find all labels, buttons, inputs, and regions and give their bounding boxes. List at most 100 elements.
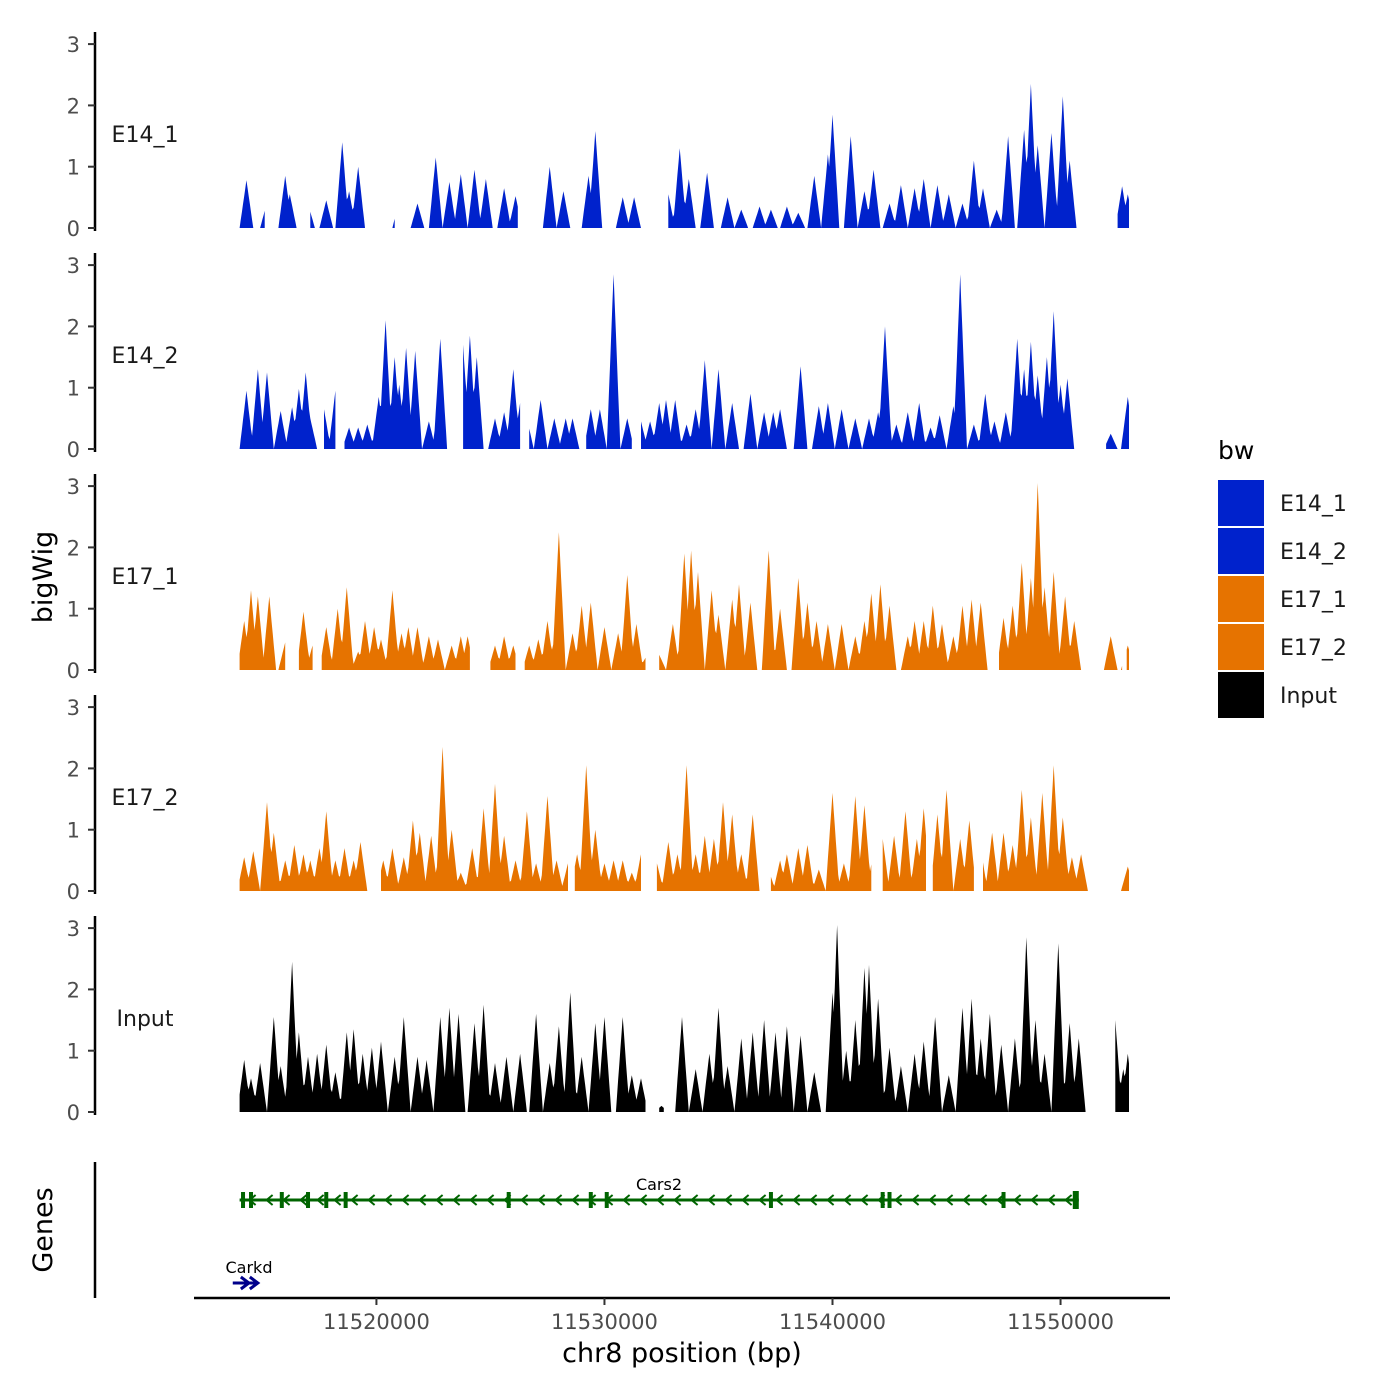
y-tick-label: 1 — [67, 156, 80, 180]
strand-arrow — [537, 1194, 546, 1206]
area-series-E17_2 — [239, 746, 1130, 891]
strand-arrow — [707, 1194, 716, 1206]
strand-arrow — [350, 1194, 359, 1206]
y-tick-label: 1 — [67, 819, 80, 843]
legend: bw E14_1 E14_2 E17_1 E17_2 Input — [1218, 436, 1347, 718]
y-tick-label: 1 — [67, 598, 80, 622]
track-label: Input — [117, 1007, 174, 1032]
tracks: 0 1 2 3 E14_1 0 1 2 3 E14_2 0 1 2 3 E17_1 0 1 2 3 E17_2 0 1 2 3… — [67, 32, 1130, 1125]
track-E14_1: 0 1 2 3 E14_1 — [67, 32, 1130, 241]
strand-arrow — [367, 1194, 376, 1206]
strand-arrow — [962, 1194, 971, 1206]
strand-arrow — [1064, 1194, 1073, 1206]
y-tick-label: 2 — [67, 315, 80, 339]
strand-arrow — [724, 1194, 733, 1206]
legend-label: E14_2 — [1280, 540, 1347, 565]
y-tick-label: 1 — [67, 377, 80, 401]
strand-arrow — [1013, 1194, 1022, 1206]
strand-arrow — [826, 1194, 835, 1206]
x-ticks: 11520000 11530000 11540000 11550000 — [323, 1298, 1114, 1334]
strand-arrow — [469, 1194, 478, 1206]
y-tick-label: 0 — [67, 438, 80, 462]
strand-arrow — [979, 1194, 988, 1206]
strand-arrow — [435, 1194, 444, 1206]
strand-arrow — [690, 1194, 699, 1206]
strand-arrow — [1047, 1194, 1056, 1206]
strand-arrow — [452, 1194, 461, 1206]
legend-label: E17_2 — [1280, 636, 1347, 661]
legend-swatch — [1218, 576, 1264, 622]
y-tick-label: 3 — [67, 475, 80, 499]
y-tick-label: 0 — [67, 217, 80, 241]
strand-arrow — [520, 1194, 529, 1206]
area-series-E14_2 — [239, 274, 1130, 449]
strand-arrow — [843, 1194, 852, 1206]
y-tick-label: 0 — [67, 659, 80, 683]
legend-swatch — [1218, 528, 1264, 574]
strand-arrow — [333, 1194, 342, 1206]
y-tick-label: 3 — [67, 254, 80, 278]
y-tick-label: 0 — [67, 880, 80, 904]
track-label: E17_1 — [112, 565, 179, 590]
strand-arrow — [554, 1194, 563, 1206]
exon — [880, 1192, 885, 1208]
legend-swatch — [1218, 624, 1264, 670]
track-E17_2: 0 1 2 3 E17_2 — [67, 695, 1130, 904]
track-label: E14_1 — [112, 123, 179, 148]
x-axis: 11520000 11530000 11540000 11550000 chr8 po… — [194, 1296, 1170, 1369]
strand-arrow — [486, 1194, 495, 1206]
strand-arrow — [758, 1194, 767, 1206]
gene-label: Cars2 — [636, 1175, 682, 1194]
legend-swatch — [1218, 672, 1264, 718]
strand-arrow — [316, 1194, 325, 1206]
legend-item: E14_2 — [1218, 528, 1347, 574]
y-tick-label: 3 — [67, 917, 80, 941]
y-tick-label: 2 — [67, 536, 80, 560]
exon — [324, 1192, 329, 1208]
area-series-E14_1 — [239, 83, 1130, 229]
legend-label: E14_1 — [1280, 492, 1347, 517]
exon — [768, 1192, 773, 1208]
strand-arrow — [673, 1194, 682, 1206]
x-tick-label: 11530000 — [551, 1310, 658, 1334]
legend-swatch — [1218, 480, 1264, 526]
legend-item: E17_1 — [1218, 576, 1347, 622]
track-E17_1: 0 1 2 3 E17_1 — [67, 474, 1130, 683]
legend-title: bw — [1218, 436, 1254, 465]
genes-axis-title: Genes — [28, 1187, 59, 1272]
strand-arrow — [894, 1194, 903, 1206]
y-tick-label: 3 — [67, 33, 80, 57]
y-tick-label: 2 — [67, 978, 80, 1002]
strand-arrow — [775, 1194, 784, 1206]
x-tick-label: 11540000 — [779, 1310, 886, 1334]
x-tick-label: 11520000 — [323, 1310, 430, 1334]
strand-arrow — [248, 1275, 261, 1291]
legend-label: E17_1 — [1280, 588, 1347, 613]
strand-arrow — [418, 1194, 427, 1206]
y-tick-label: 1 — [67, 1040, 80, 1064]
strand-arrow — [911, 1194, 920, 1206]
exon — [506, 1192, 511, 1208]
strand-arrow — [239, 1281, 250, 1291]
strand-arrow — [860, 1194, 869, 1206]
track-E14_2: 0 1 2 3 E14_2 — [67, 253, 1130, 462]
y-tick-label: 3 — [67, 696, 80, 720]
strand-arrow — [809, 1194, 818, 1206]
y-tick-label: 2 — [67, 757, 80, 781]
legend-item: Input — [1218, 672, 1337, 718]
gene-Carkd: Carkd — [226, 1258, 272, 1291]
strand-arrow — [622, 1194, 631, 1206]
exon — [588, 1192, 593, 1208]
y-tick-label: 2 — [67, 94, 80, 118]
legend-label: Input — [1280, 684, 1337, 709]
exon — [249, 1192, 254, 1208]
legend-item: E17_2 — [1218, 624, 1347, 670]
x-axis-title: chr8 position (bp) — [562, 1338, 802, 1369]
x-tick-label: 11550000 — [1007, 1310, 1114, 1334]
exon — [306, 1192, 311, 1208]
area-series-E17_1 — [239, 483, 1130, 670]
exon — [241, 1192, 246, 1208]
gene-shapes: Cars2 Carkd — [226, 1175, 1079, 1291]
strand-arrow — [656, 1194, 665, 1206]
